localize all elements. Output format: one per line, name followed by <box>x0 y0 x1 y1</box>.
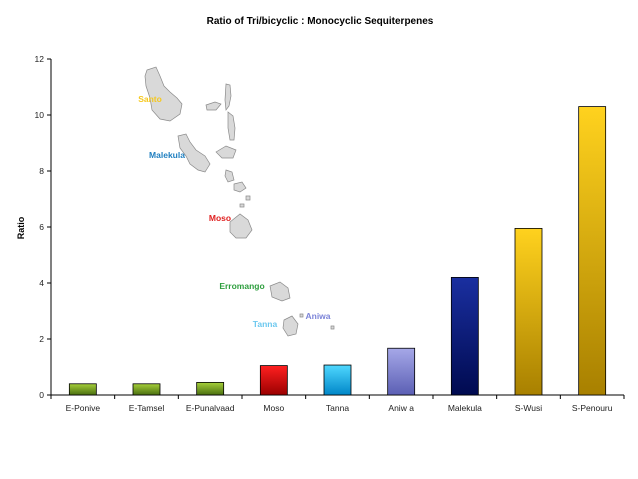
island-tanna <box>282 315 299 337</box>
island-ambae <box>205 101 222 111</box>
map-label-aniwa: Aniwa <box>305 311 330 321</box>
map-label-moso: Moso <box>209 213 231 223</box>
y-tick-label: 12 <box>35 54 45 64</box>
bar-s-penouru <box>578 106 607 396</box>
bar-aniw-a <box>387 347 416 396</box>
x-tick-label: S-Wusi <box>515 403 542 413</box>
island-tongoa <box>245 195 251 201</box>
y-tick-label: 2 <box>39 334 44 344</box>
island-shepherd <box>239 203 245 208</box>
island-ambrym <box>215 145 237 159</box>
island-erromango <box>269 281 291 302</box>
island-futuna <box>330 325 335 330</box>
island-aniwa <box>299 313 304 318</box>
bar-moso <box>259 365 288 396</box>
vanuatu-map <box>144 66 335 337</box>
x-tick-label: E-Ponive <box>66 403 101 413</box>
island-maewo <box>224 83 232 111</box>
x-tick-label: S-Penouru <box>572 403 613 413</box>
map-label-erromango: Erromango <box>219 281 264 291</box>
y-axis-label: Ratio <box>16 216 26 239</box>
x-tick-label: E-Tamsel <box>129 403 165 413</box>
bar-e-ponive <box>68 383 97 396</box>
y-tick-label: 0 <box>39 390 44 400</box>
x-tick-label: E-Punalvaad <box>186 403 235 413</box>
bar-tanna <box>323 364 352 396</box>
x-tick-label: Malekula <box>448 403 482 413</box>
island-efate <box>229 213 253 239</box>
island-epi <box>233 181 247 193</box>
bar-e-punalvaad <box>196 381 225 396</box>
island-pentecost <box>227 111 236 141</box>
map-label-tanna: Tanna <box>253 319 278 329</box>
chart-title: Ratio of Tri/bicyclic : Monocyclic Sequi… <box>207 16 434 27</box>
bar-malekula <box>450 276 479 396</box>
island-malekula <box>177 133 211 173</box>
map-label-santo: Santo <box>138 94 162 104</box>
x-tick-label: Aniw a <box>388 403 414 413</box>
y-tick-label: 10 <box>35 110 45 120</box>
island-santo <box>144 66 183 122</box>
bar-e-tamsel <box>132 383 161 396</box>
x-tick-label: Moso <box>263 403 284 413</box>
y-tick-label: 8 <box>39 166 44 176</box>
y-tick-label: 6 <box>39 222 44 232</box>
y-tick-label: 4 <box>39 278 44 288</box>
bar-s-wusi <box>514 227 543 396</box>
island-paama <box>224 169 235 183</box>
map-label-malekula: Malekula <box>149 150 185 160</box>
x-tick-label: Tanna <box>326 403 349 413</box>
